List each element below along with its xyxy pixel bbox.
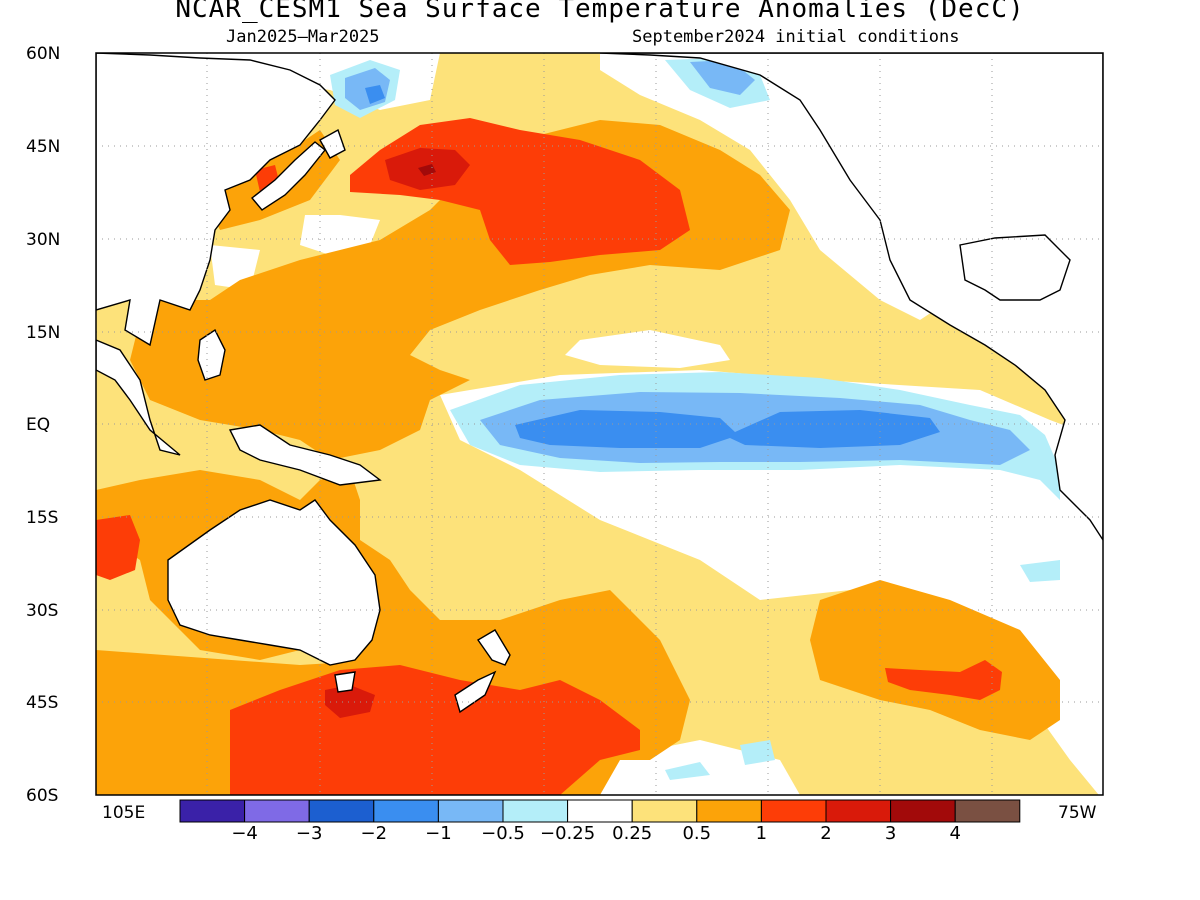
colorbar-swatch <box>373 799 439 823</box>
colorbar-tick-label: −3 <box>295 823 323 844</box>
lat-label: EQ <box>26 415 51 435</box>
colorbar-swatch <box>631 799 698 823</box>
colorbar-tick-label: 1 <box>755 823 768 844</box>
colorbar-swatch <box>179 799 246 823</box>
colorbar-tick-label: 4 <box>949 823 961 844</box>
colorbar-tick-label: −0.5 <box>481 823 525 844</box>
colorbar-swatch <box>437 799 504 823</box>
lat-label: 30N <box>26 230 61 250</box>
lat-label: 30S <box>26 601 59 621</box>
colorbar-tick-label: 3 <box>884 823 897 844</box>
lat-label: 60N <box>26 44 61 64</box>
lat-label: 15S <box>26 508 59 528</box>
lat-label: 45S <box>26 693 59 713</box>
colorbar-swatch <box>244 799 310 823</box>
colorbar <box>179 799 1021 823</box>
colorbar-swatch <box>308 799 375 823</box>
colorbar-tick-label: 0.5 <box>682 823 712 844</box>
forecast-period: Jan2025–Mar2025 <box>226 27 380 47</box>
map-title: NCAR_CESM1 Sea Surface Temperature Anoma… <box>175 0 1025 24</box>
lat-label: 15N <box>26 323 61 343</box>
lon-label-west: 105E <box>102 803 146 823</box>
colorbar-swatch <box>954 799 1021 823</box>
lat-lon-gridlines <box>96 53 1103 795</box>
colorbar-swatch <box>825 799 892 823</box>
colorbar-tick-label: −1 <box>425 823 452 844</box>
initial-conditions: September2024 initial conditions <box>632 27 960 47</box>
colorbar-tick-label: −0.25 <box>540 823 596 844</box>
continent-outlines <box>96 53 1103 714</box>
colorbar-tick-label: 2 <box>820 823 832 844</box>
colorbar-tick-label: −4 <box>231 823 258 844</box>
colorbar-swatch <box>696 799 762 823</box>
colorbar-tick-label: −2 <box>360 823 388 844</box>
map-frame <box>95 52 1104 796</box>
lat-label: 45N <box>26 137 61 157</box>
lat-label: 60S <box>26 786 59 806</box>
colorbar-swatch <box>760 799 827 823</box>
colorbar-swatch <box>890 799 956 823</box>
colorbar-swatch <box>567 799 633 823</box>
colorbar-swatch <box>502 799 569 823</box>
lon-label-east: 75W <box>1058 803 1097 823</box>
colorbar-tick-label: 0.25 <box>612 823 653 844</box>
